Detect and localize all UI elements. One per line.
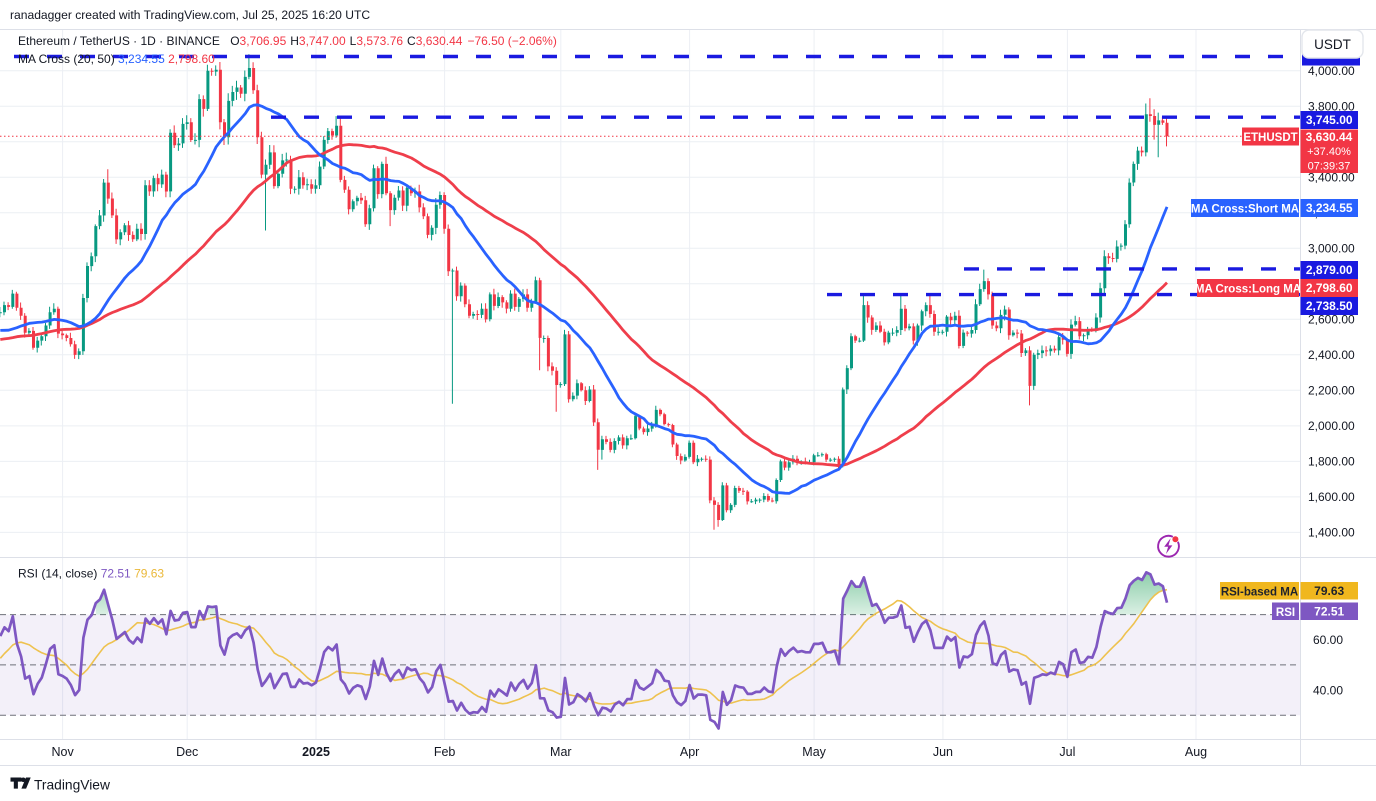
svg-text:MA Cross (20, 50) 3,234.55 2,7: MA Cross (20, 50) 3,234.55 2,798.60 (18, 52, 215, 66)
svg-text:1,800.00: 1,800.00 (1308, 455, 1355, 469)
svg-text:40.00: 40.00 (1313, 683, 1343, 697)
svg-text:2,798.60: 2,798.60 (1306, 281, 1353, 295)
svg-text:Feb: Feb (434, 745, 456, 759)
svg-text:2,000.00: 2,000.00 (1308, 419, 1355, 433)
svg-text:4,000.00: 4,000.00 (1308, 64, 1355, 78)
svg-text:3,000.00: 3,000.00 (1308, 242, 1355, 256)
svg-text:RSI (14, close) 72.51 79.63: RSI (14, close) 72.51 79.63 (18, 567, 164, 581)
svg-text:2025: 2025 (302, 745, 330, 759)
svg-text:MA Cross:Short MA: MA Cross:Short MA (1191, 204, 1299, 216)
svg-text:RSI-based MA: RSI-based MA (1221, 587, 1298, 599)
svg-text:3,234.55: 3,234.55 (1306, 201, 1353, 215)
svg-text:07:39:37: 07:39:37 (1308, 161, 1351, 173)
svg-text:+37.40%: +37.40% (1307, 146, 1351, 158)
svg-text:May: May (802, 745, 826, 759)
svg-text:MA Cross:Long MA: MA Cross:Long MA (1195, 284, 1301, 296)
svg-text:Dec: Dec (176, 745, 198, 759)
svg-text:Apr: Apr (680, 745, 699, 759)
svg-text:TradingView: TradingView (34, 778, 110, 793)
svg-text:2,400.00: 2,400.00 (1308, 348, 1355, 362)
svg-text:3,630.44: 3,630.44 (1306, 130, 1353, 144)
svg-text:RSI: RSI (1276, 607, 1295, 619)
svg-text:USDT: USDT (1314, 37, 1351, 52)
svg-text:Jul: Jul (1059, 745, 1075, 759)
svg-text:Jun: Jun (933, 745, 953, 759)
svg-text:79.63: 79.63 (1314, 584, 1344, 598)
svg-text:1,400.00: 1,400.00 (1308, 526, 1355, 540)
svg-text:2,738.50: 2,738.50 (1306, 299, 1353, 313)
svg-text:Aug: Aug (1185, 745, 1207, 759)
svg-text:3,745.00: 3,745.00 (1306, 113, 1353, 127)
svg-text:Nov: Nov (51, 745, 74, 759)
svg-text:3,800.00: 3,800.00 (1308, 99, 1355, 113)
svg-text:3,400.00: 3,400.00 (1308, 170, 1355, 184)
svg-text:2,200.00: 2,200.00 (1308, 384, 1355, 398)
svg-text:60.00: 60.00 (1313, 633, 1343, 647)
svg-text:Mar: Mar (550, 745, 572, 759)
svg-text:ETHUSDT: ETHUSDT (1243, 132, 1297, 144)
svg-text:72.51: 72.51 (1314, 605, 1344, 619)
svg-text:2,600.00: 2,600.00 (1308, 313, 1355, 327)
svg-text:ranadagger created with Tradin: ranadagger created with TradingView.com,… (10, 8, 370, 22)
svg-text:2,879.00: 2,879.00 (1306, 263, 1353, 277)
svg-text:1,600.00: 1,600.00 (1308, 490, 1355, 504)
